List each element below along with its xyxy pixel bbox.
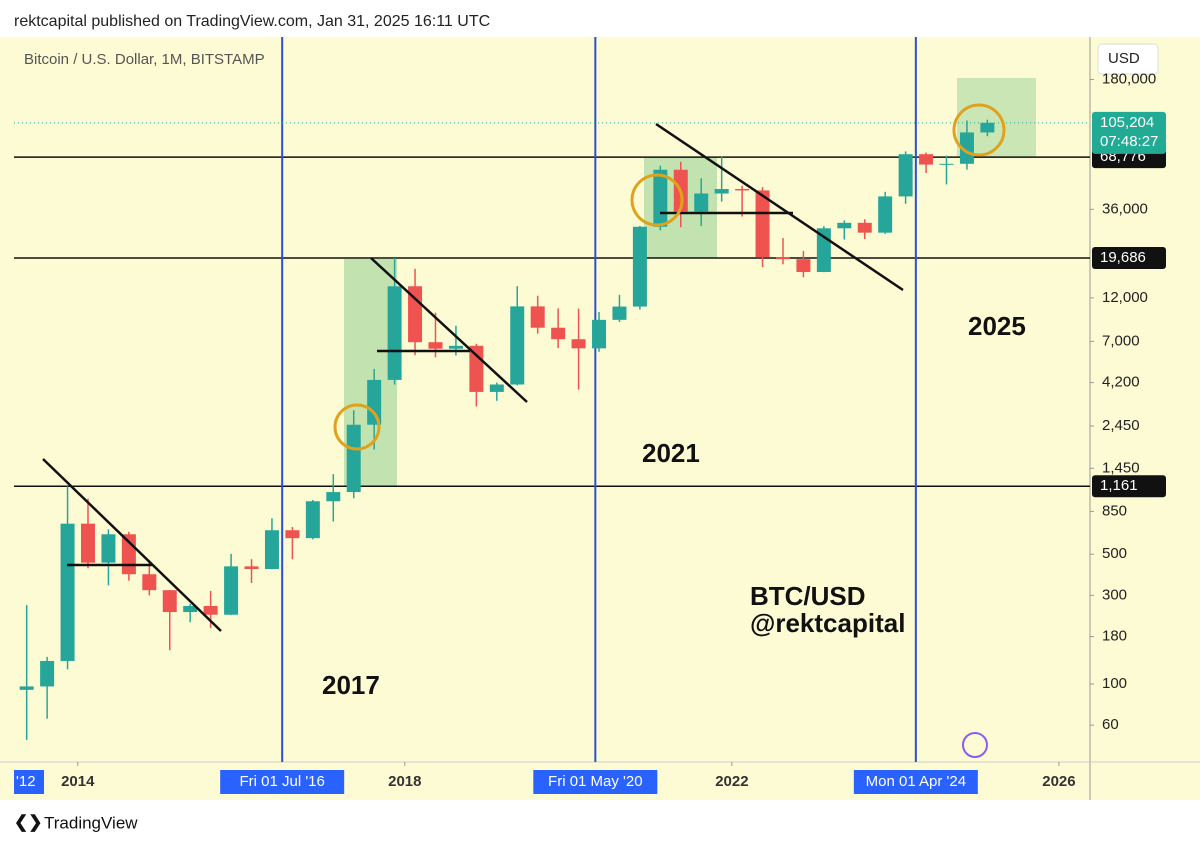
candle-body [939, 163, 954, 165]
level-label-box [1092, 246, 1166, 269]
candle-body [224, 566, 239, 615]
y-tick-label: 36,000 [1102, 200, 1148, 217]
candle-body [40, 660, 55, 687]
candle-body [203, 605, 218, 615]
candle-body [530, 306, 545, 328]
annotation: 2017 [322, 670, 380, 700]
candle-body [489, 384, 504, 392]
candle-body [183, 605, 198, 613]
range-start-label: '12 [16, 773, 36, 790]
candle-body [919, 154, 934, 165]
x-tick-label: 2026 [1042, 773, 1075, 790]
x-tick-label: 2014 [61, 773, 95, 790]
level-label-box [1092, 475, 1166, 498]
candle-body [857, 222, 872, 233]
annotation: @rektcapital [750, 608, 905, 638]
currency: USD [1108, 50, 1140, 67]
last-price-box [1092, 111, 1166, 154]
trendline [655, 122, 904, 292]
trendline [42, 458, 222, 632]
footer-logo: TradingView [44, 813, 138, 832]
candle-body [142, 574, 157, 591]
y-tick-label: 100 [1102, 675, 1127, 692]
highlight-circle [630, 173, 684, 227]
candle-body [264, 530, 279, 570]
candle-body [592, 319, 607, 349]
candle-body [571, 339, 586, 349]
annotation: 2021 [642, 438, 700, 468]
candle-body [448, 345, 463, 349]
candle-body [80, 523, 95, 563]
marker-label: Fri 01 Jul '16 [239, 773, 324, 790]
candle-body [244, 566, 259, 570]
candle-body [898, 154, 913, 197]
candle-body [428, 342, 443, 349]
candle-body [387, 286, 402, 380]
candle-body [735, 189, 750, 191]
candle-body [551, 327, 566, 340]
candle-body [775, 257, 790, 260]
level-label: 1,161 [1100, 477, 1138, 494]
annotation: BTC/USD [750, 581, 866, 611]
currency-box[interactable] [1097, 43, 1159, 75]
candle-body [878, 196, 893, 233]
candle-body [305, 501, 320, 539]
x-tick-label: 2018 [388, 773, 421, 790]
marker-label: Mon 01 Apr '24 [866, 773, 966, 790]
marker-label-box [533, 770, 658, 794]
candle-body [101, 534, 116, 563]
last-price-label: 105,204 [1100, 114, 1154, 131]
candle-body [19, 686, 34, 690]
candle-body [162, 590, 177, 613]
candle-body [959, 132, 974, 164]
range-start-box [14, 770, 44, 794]
candle-body [510, 306, 525, 385]
candle-body [796, 259, 811, 272]
candle-body [653, 169, 668, 227]
countdown: 07:48:27 [1100, 133, 1158, 150]
y-tick-label: 4,200 [1102, 374, 1140, 391]
highlight-circle [952, 103, 1006, 157]
candle-body [694, 193, 709, 212]
logo: ❮❯ [14, 812, 43, 832]
y-tick-label: 60 [1102, 716, 1119, 733]
y-tick-label: 1,450 [1102, 459, 1140, 476]
publisher: rektcapital published on TradingView.com… [14, 13, 490, 30]
trendlines [42, 122, 904, 632]
y-tick-label: 850 [1102, 502, 1127, 519]
trendline [370, 257, 528, 403]
candle-body [837, 222, 852, 229]
candle-body [755, 190, 770, 258]
y-tick-label: 180 [1102, 628, 1127, 645]
y-tick-label: 2,450 [1102, 417, 1140, 434]
candle-body [714, 189, 729, 194]
candle-body [346, 424, 361, 493]
candle-body [367, 379, 382, 425]
y-tick-label: 12,000 [1102, 289, 1148, 306]
highlight-circle [333, 403, 381, 451]
icon[interactable] [962, 732, 988, 758]
candle-body [285, 530, 300, 539]
annotation: 2025 [968, 311, 1026, 341]
candle-body [60, 523, 75, 661]
candle-body [980, 122, 995, 133]
candle-body [469, 345, 484, 392]
circles [333, 103, 1006, 451]
marker-label-box [853, 770, 978, 794]
marker-label: Fri 01 May '20 [548, 773, 643, 790]
x-tick-label: 2022 [715, 773, 748, 790]
level-label: 19,686 [1100, 249, 1146, 266]
candle-body [326, 492, 341, 502]
candle-body [612, 306, 627, 320]
candle-body [632, 226, 647, 307]
y-tick-label: 7,000 [1102, 332, 1140, 349]
y-tick-label: 180,000 [1102, 70, 1156, 87]
y-tick-label: 300 [1102, 586, 1127, 603]
y-tick-label: 500 [1102, 545, 1127, 562]
marker-label-box [220, 770, 345, 794]
symbol: Bitcoin / U.S. Dollar, 1M, BITSTAMP [24, 51, 265, 68]
chart-background [0, 37, 1200, 800]
